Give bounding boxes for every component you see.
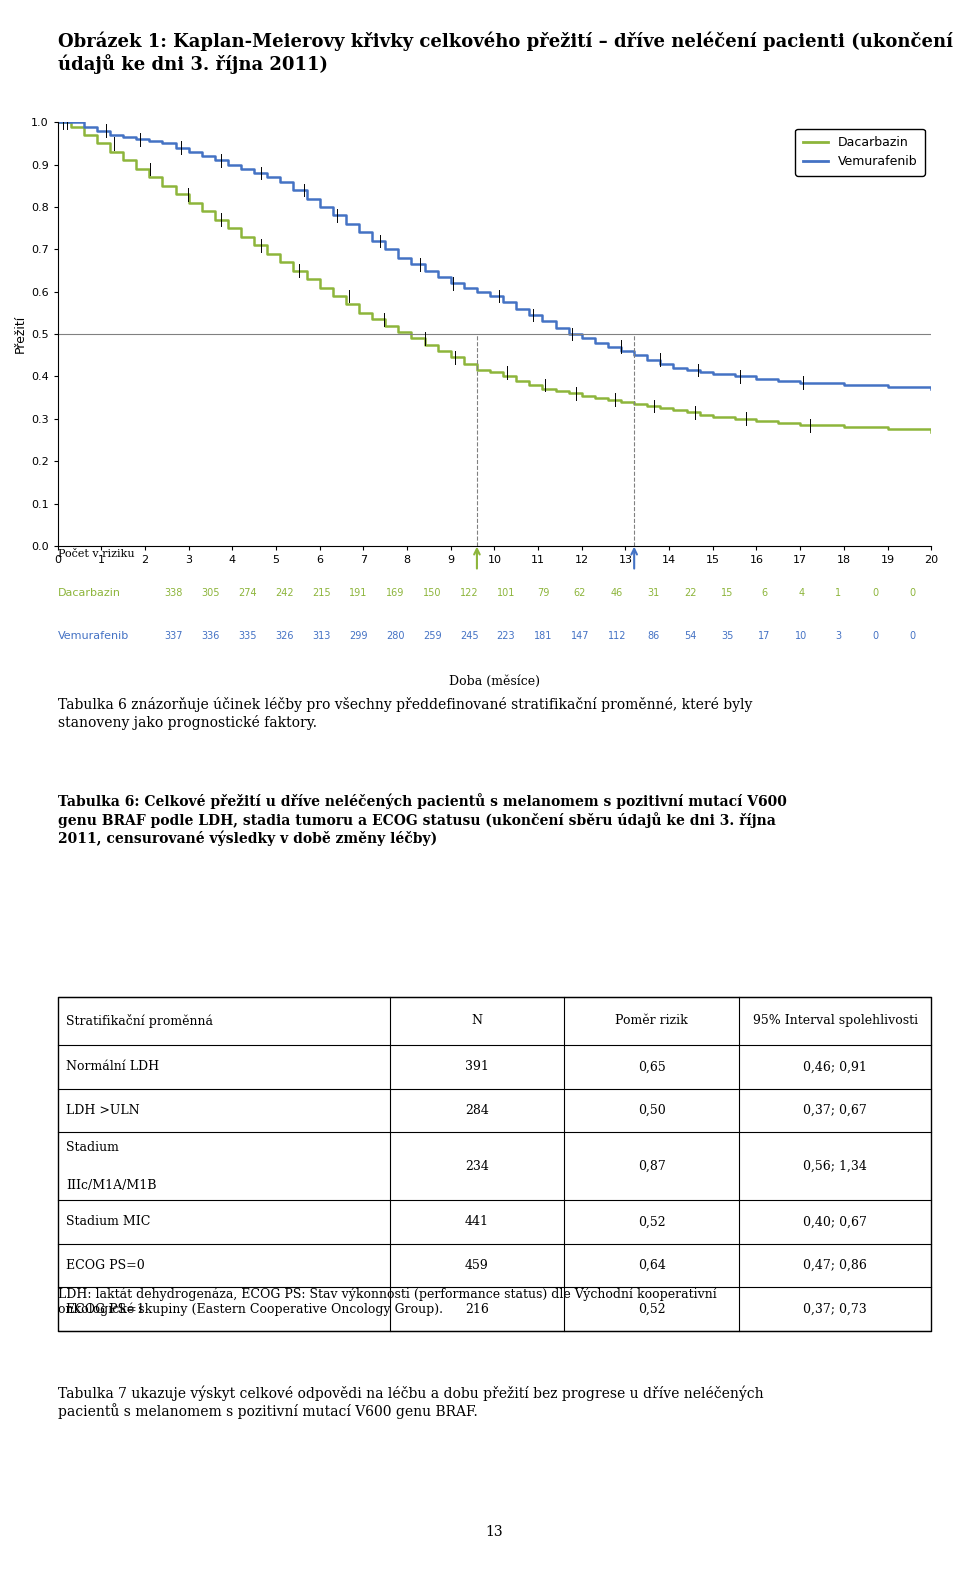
Text: 215: 215 bbox=[312, 588, 331, 599]
Text: 10: 10 bbox=[795, 630, 807, 641]
Text: 95% Interval spolehlivosti: 95% Interval spolehlivosti bbox=[753, 1015, 918, 1028]
Text: 0,65: 0,65 bbox=[637, 1061, 665, 1073]
Text: 441: 441 bbox=[465, 1215, 489, 1228]
Text: 0,40; 0,67: 0,40; 0,67 bbox=[804, 1215, 867, 1228]
Text: Poměr rizik: Poměr rizik bbox=[615, 1015, 688, 1028]
Text: 181: 181 bbox=[534, 630, 552, 641]
Text: 62: 62 bbox=[574, 588, 586, 599]
Text: IIIc/M1A/M1B: IIIc/M1A/M1B bbox=[66, 1179, 156, 1191]
Text: 305: 305 bbox=[202, 588, 220, 599]
Text: 101: 101 bbox=[496, 588, 516, 599]
Text: 86: 86 bbox=[647, 630, 660, 641]
Text: 169: 169 bbox=[386, 588, 404, 599]
Text: 0,52: 0,52 bbox=[637, 1215, 665, 1228]
Text: 0,87: 0,87 bbox=[637, 1160, 665, 1173]
Text: Počet v riziku: Počet v riziku bbox=[58, 548, 134, 559]
Text: Normální LDH: Normální LDH bbox=[66, 1061, 159, 1073]
Text: 13: 13 bbox=[486, 1526, 503, 1540]
Text: Obrázek 1: Kaplan-Meierovy křivky celkového přežití – dříve neléčení pacienti (u: Obrázek 1: Kaplan-Meierovy křivky celkov… bbox=[58, 32, 960, 74]
Text: 280: 280 bbox=[386, 630, 404, 641]
Text: 15: 15 bbox=[721, 588, 733, 599]
Text: 284: 284 bbox=[465, 1105, 489, 1117]
Text: 4: 4 bbox=[798, 588, 804, 599]
Text: 337: 337 bbox=[164, 630, 183, 641]
Text: 0,46; 0,91: 0,46; 0,91 bbox=[804, 1061, 867, 1073]
Text: Vemurafenib: Vemurafenib bbox=[58, 630, 129, 641]
Text: 313: 313 bbox=[312, 630, 330, 641]
Text: 223: 223 bbox=[496, 630, 516, 641]
Text: 245: 245 bbox=[460, 630, 478, 641]
Text: 46: 46 bbox=[611, 588, 623, 599]
Text: 259: 259 bbox=[422, 630, 442, 641]
Text: ECOG PS=1: ECOG PS=1 bbox=[66, 1302, 145, 1316]
Text: 0: 0 bbox=[872, 588, 878, 599]
Text: 0,37; 0,73: 0,37; 0,73 bbox=[804, 1302, 867, 1316]
Text: N: N bbox=[471, 1015, 483, 1028]
Text: 17: 17 bbox=[758, 630, 771, 641]
Text: 299: 299 bbox=[349, 630, 368, 641]
Text: 0,52: 0,52 bbox=[637, 1302, 665, 1316]
Text: 242: 242 bbox=[276, 588, 294, 599]
Text: 0: 0 bbox=[872, 630, 878, 641]
Text: 0,47; 0,86: 0,47; 0,86 bbox=[804, 1259, 867, 1272]
Text: 31: 31 bbox=[647, 588, 660, 599]
Text: 274: 274 bbox=[238, 588, 257, 599]
Text: LDH: laktát dehydrogenáza, ECOG PS: Stav výkonnosti (performance status) dle Výc: LDH: laktát dehydrogenáza, ECOG PS: Stav… bbox=[58, 1288, 716, 1316]
Text: 459: 459 bbox=[465, 1259, 489, 1272]
Text: 191: 191 bbox=[349, 588, 368, 599]
Text: Stadium: Stadium bbox=[66, 1141, 119, 1154]
Text: 216: 216 bbox=[465, 1302, 489, 1316]
Text: 0,50: 0,50 bbox=[637, 1105, 665, 1117]
Text: 3: 3 bbox=[835, 630, 841, 641]
Text: 0: 0 bbox=[909, 630, 915, 641]
Text: Tabulka 6: Celkové přežití u dříve neléčených pacientů s melanomem s pozitivní m: Tabulka 6: Celkové přežití u dříve neléč… bbox=[58, 793, 786, 846]
Text: Doba (měsíce): Doba (měsíce) bbox=[449, 675, 540, 689]
Text: 112: 112 bbox=[608, 630, 626, 641]
Text: Dacarbazin: Dacarbazin bbox=[58, 588, 121, 599]
Text: 0,56; 1,34: 0,56; 1,34 bbox=[804, 1160, 867, 1173]
Text: LDH >ULN: LDH >ULN bbox=[66, 1105, 140, 1117]
Text: ECOG PS=0: ECOG PS=0 bbox=[66, 1259, 145, 1272]
Text: 0,64: 0,64 bbox=[637, 1259, 665, 1272]
Text: 79: 79 bbox=[537, 588, 549, 599]
Text: 234: 234 bbox=[465, 1160, 489, 1173]
Text: 122: 122 bbox=[460, 588, 478, 599]
Text: 22: 22 bbox=[684, 588, 697, 599]
Text: 338: 338 bbox=[164, 588, 183, 599]
Text: 0,37; 0,67: 0,37; 0,67 bbox=[804, 1105, 867, 1117]
Text: 0: 0 bbox=[909, 588, 915, 599]
Text: 335: 335 bbox=[238, 630, 257, 641]
Text: 326: 326 bbox=[276, 630, 294, 641]
Legend: Dacarbazin, Vemurafenib: Dacarbazin, Vemurafenib bbox=[795, 129, 924, 177]
Y-axis label: Přežití: Přežití bbox=[13, 315, 27, 353]
Text: 35: 35 bbox=[721, 630, 733, 641]
Text: 54: 54 bbox=[684, 630, 697, 641]
Text: Tabulka 7 ukazuje výskyt celkové odpovědi na léčbu a dobu přežití bez progrese u: Tabulka 7 ukazuje výskyt celkové odpověd… bbox=[58, 1385, 763, 1418]
Text: Tabulka 6 znázorňuje účinek léčby pro všechny předdefinované stratifikační promě: Tabulka 6 znázorňuje účinek léčby pro vš… bbox=[58, 697, 752, 730]
Text: 6: 6 bbox=[761, 588, 767, 599]
Text: Stadium MIC: Stadium MIC bbox=[66, 1215, 151, 1228]
Text: 150: 150 bbox=[423, 588, 442, 599]
Text: 391: 391 bbox=[465, 1061, 489, 1073]
Text: 147: 147 bbox=[570, 630, 589, 641]
Text: 336: 336 bbox=[202, 630, 220, 641]
Text: 1: 1 bbox=[835, 588, 841, 599]
Text: Stratifikační proměnná: Stratifikační proměnná bbox=[66, 1013, 213, 1028]
